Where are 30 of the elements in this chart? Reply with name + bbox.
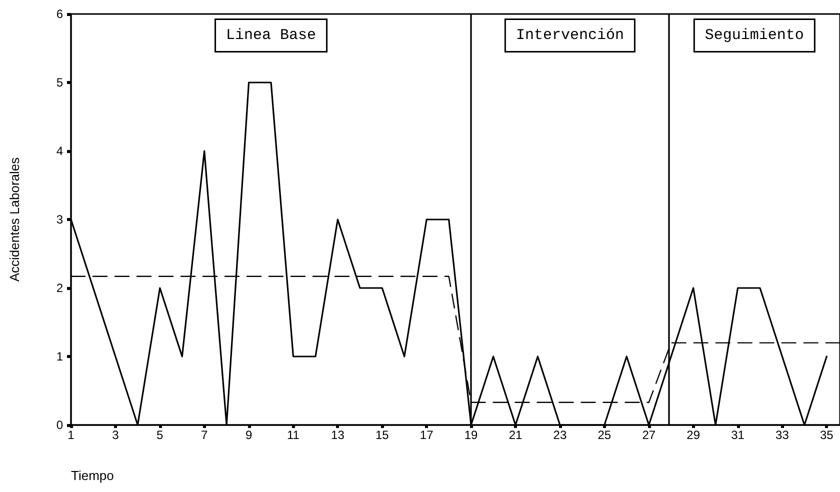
x-tick-label: 13 <box>331 428 345 442</box>
x-tick-label: 5 <box>156 428 164 442</box>
x-axis-title: Tiempo <box>71 468 114 483</box>
x-tick-label: 1 <box>68 428 75 442</box>
y-tick-label: 2 <box>56 281 64 295</box>
y-tick-label: 3 <box>56 212 64 226</box>
annotation: Linea Base <box>226 27 316 44</box>
x-tick-label: 7 <box>201 428 208 442</box>
x-tick-label: 33 <box>776 428 790 442</box>
x-tick-label: 23 <box>553 428 567 442</box>
y-axis-title: Accidentes Laborales <box>7 156 22 282</box>
x-tick-label: 31 <box>731 428 745 442</box>
x-tick-label: 19 <box>464 428 478 442</box>
y-tick-label: 0 <box>56 418 64 432</box>
y-tick-label: 6 <box>56 7 64 21</box>
x-tick-label: 3 <box>112 428 120 442</box>
x-tick-label: 17 <box>420 428 434 442</box>
y-tick-label: 4 <box>56 144 64 158</box>
annotation: Seguimiento <box>704 27 804 44</box>
x-tick-label: 29 <box>686 428 700 442</box>
y-tick-label: 5 <box>56 76 64 90</box>
x-tick-label: 21 <box>508 428 523 442</box>
x-tick-label: 35 <box>820 428 834 442</box>
x-tick-label: 15 <box>375 428 390 442</box>
annotation: Intervención <box>516 27 624 44</box>
x-tick-label: 9 <box>245 428 252 442</box>
y-tick-label: 1 <box>56 350 64 364</box>
x-tick-label: 27 <box>642 428 656 442</box>
x-tick-label: 11 <box>287 428 300 442</box>
x-tick-label: 25 <box>598 428 612 442</box>
